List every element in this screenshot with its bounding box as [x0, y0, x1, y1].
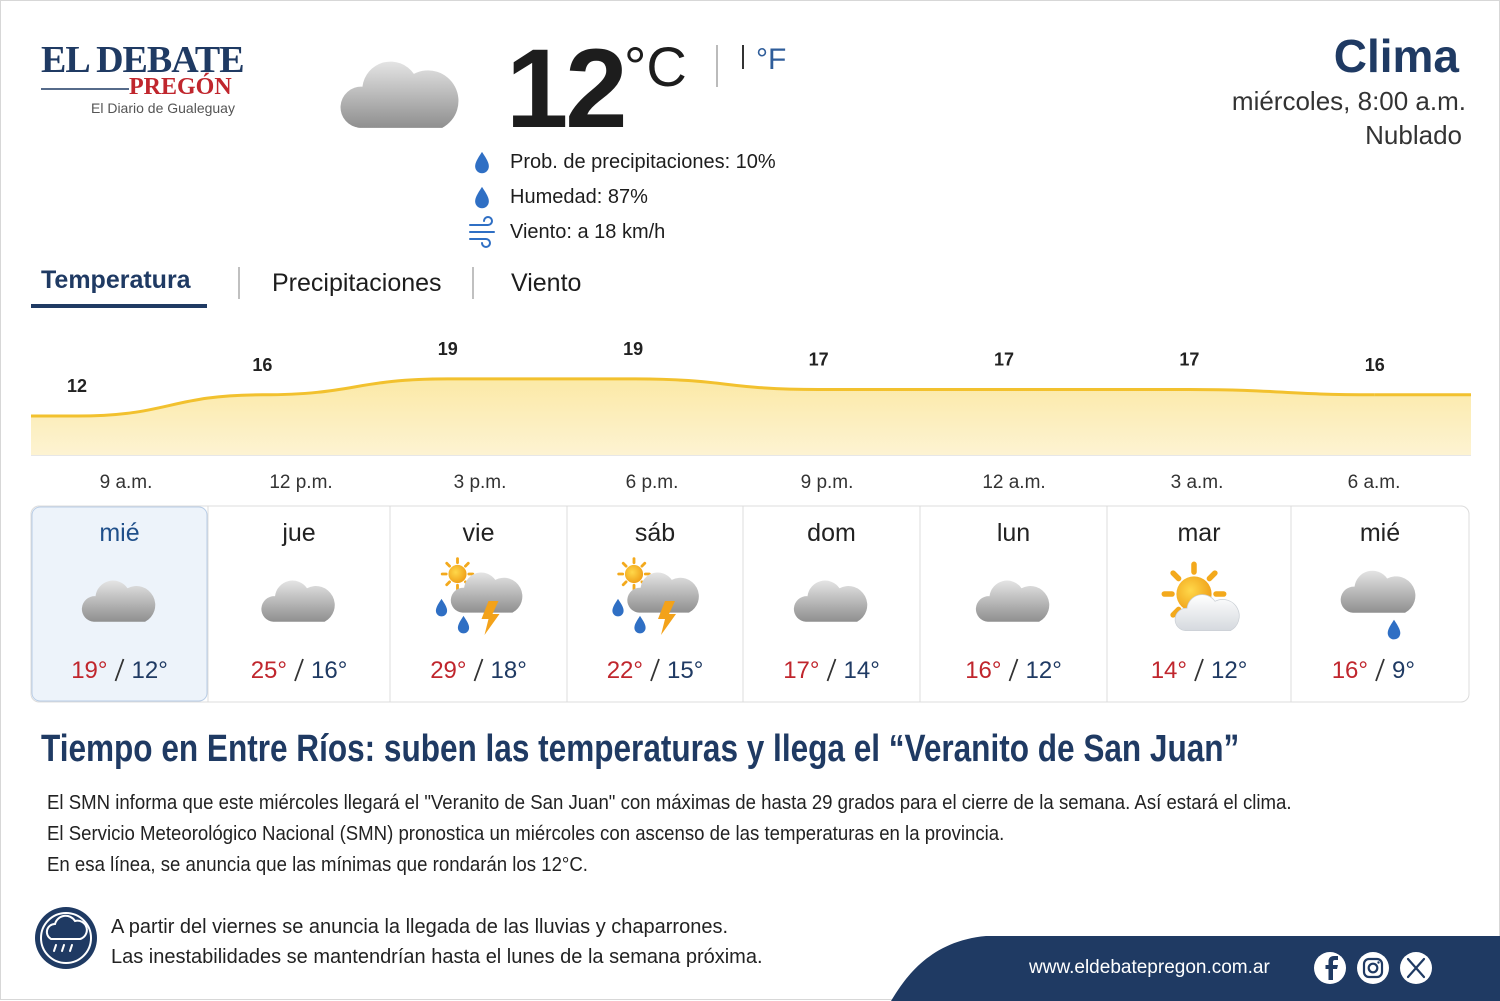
wind-icon — [469, 216, 495, 248]
article-headline: Tiempo en Entre Ríos: suben las temperat… — [41, 728, 1240, 770]
day-name: vie — [463, 519, 495, 547]
humidity-detail: Humedad: 87% — [510, 186, 648, 208]
time-label: 9 a.m. — [100, 472, 153, 493]
cards-frame — [30, 505, 1470, 703]
temperature-label: 19 — [438, 339, 458, 359]
day-card[interactable]: mar 14° 12° — [1106, 506, 1247, 702]
time-label: 9 p.m. — [801, 472, 854, 493]
high-temp: 29° — [430, 657, 466, 684]
unit-celsius: °C — [624, 35, 687, 98]
logo-line2: PREGÓN — [129, 74, 232, 100]
day-card[interactable]: jue 25° 16° — [207, 506, 347, 702]
day-card[interactable]: mié 16° 9° — [1290, 506, 1416, 702]
article-paragraph: En esa línea, se anuncia que las mínimas… — [47, 854, 588, 876]
day-card[interactable]: sáb 22° 15° — [566, 506, 703, 702]
day-card[interactable]: vie 29° 18° — [389, 506, 527, 702]
day-name: mié — [99, 519, 139, 547]
day-name: mar — [1177, 519, 1220, 547]
high-temp: 17° — [783, 657, 819, 684]
active-tab-underline — [31, 304, 207, 308]
facebook-icon[interactable] — [1314, 952, 1346, 984]
temp-separator — [114, 658, 125, 682]
header-title: Clima — [1333, 30, 1459, 82]
current-icon — [340, 61, 459, 128]
temperature-line — [76, 377, 1375, 418]
time-label: 3 p.m. — [454, 472, 507, 493]
day-name: jue — [281, 519, 315, 547]
header-condition: Nublado — [1365, 120, 1462, 150]
logo-tagline: El Diario de Gualeguay — [91, 100, 235, 116]
low-temp: 14° — [844, 657, 880, 684]
high-temp: 25° — [251, 657, 287, 684]
high-temp: 16° — [965, 657, 1001, 684]
high-temp: 14° — [1151, 657, 1187, 684]
temperature-label: 17 — [809, 350, 829, 370]
low-temp: 16° — [311, 657, 347, 684]
footer-band — [891, 936, 1500, 1001]
temp-separator — [650, 658, 660, 682]
tab[interactable]: Precipitaciones — [272, 269, 442, 297]
temperature-label: 12 — [67, 376, 87, 396]
article-paragraph: El Servicio Meteorológico Nacional (SMN)… — [47, 823, 1005, 845]
temp-separator — [1194, 658, 1204, 682]
wind-detail: Viento: a 18 km/h — [510, 221, 666, 243]
article-paragraph: El SMN informa que este miércoles llegar… — [47, 792, 1292, 814]
time-label: 6 p.m. — [626, 472, 679, 493]
temp-separator — [826, 658, 837, 682]
temp-separator — [1375, 658, 1385, 682]
temperature-label: 16 — [252, 355, 272, 375]
low-temp: 12° — [1026, 657, 1062, 684]
precip-icon — [475, 151, 489, 174]
high-temp: 22° — [607, 657, 643, 684]
temperature-label: 19 — [623, 339, 643, 359]
time-label: 3 a.m. — [1171, 472, 1224, 493]
temperature-label: 16 — [1365, 355, 1385, 375]
header-datetime: miércoles, 8:00 a.m. — [1231, 86, 1466, 116]
day-cards: mié 19° 12° jue 25° 16° vie 29° 18° sáb 22° 15° dom 1… — [30, 505, 1470, 703]
unit-fahrenheit[interactable]: °F — [756, 43, 787, 76]
temp-separator — [473, 658, 484, 682]
day-card[interactable]: dom 17° 14° — [742, 506, 880, 702]
time-label: 12 a.m. — [982, 472, 1045, 493]
temperature-area — [31, 378, 1471, 455]
low-temp: 15° — [667, 657, 703, 684]
hourly-chart: 12 16 19 19 17 17 17 16 9 a.m. 12 p.m. 3 p.m. 6 p.m… — [31, 339, 1471, 493]
tab[interactable]: Viento — [511, 269, 582, 297]
x-icon[interactable] — [1400, 952, 1432, 984]
day-name: lun — [997, 519, 1030, 547]
footer-url[interactable]: www.eldebatepregon.com.ar — [1029, 957, 1270, 978]
humidity-icon — [475, 186, 489, 209]
temp-separator — [294, 658, 304, 682]
high-temp: 16° — [1332, 657, 1368, 684]
notice-line: Las inestabilidades se mantendrían hasta… — [111, 946, 763, 968]
low-temp: 12° — [1211, 657, 1247, 684]
day-name: mié — [1360, 519, 1400, 547]
temperature-label: 17 — [1179, 350, 1199, 370]
tab[interactable]: Temperatura — [41, 266, 191, 294]
day-card[interactable]: mié 19° 12° — [31, 506, 208, 702]
day-name: dom — [807, 519, 856, 547]
notice-icon — [35, 907, 97, 969]
day-card[interactable]: lun 16° 12° — [919, 506, 1062, 702]
low-temp: 9° — [1392, 657, 1415, 684]
time-label: 12 p.m. — [269, 472, 332, 493]
instagram-icon[interactable] — [1357, 952, 1389, 984]
logo-line1: EL DEBATE — [41, 39, 245, 81]
low-temp: 12° — [132, 657, 168, 684]
high-temp: 19° — [71, 657, 107, 684]
precip-detail: Prob. de precipitaciones: 10% — [510, 151, 776, 173]
low-temp: 18° — [491, 657, 527, 684]
temp-separator — [1008, 658, 1019, 682]
current-temperature: 12 — [506, 26, 628, 151]
notice-line: A partir del viernes se anuncia la llega… — [111, 916, 729, 938]
day-name: sáb — [635, 519, 675, 547]
time-label: 6 a.m. — [1348, 472, 1401, 493]
temperature-label: 17 — [994, 350, 1014, 370]
